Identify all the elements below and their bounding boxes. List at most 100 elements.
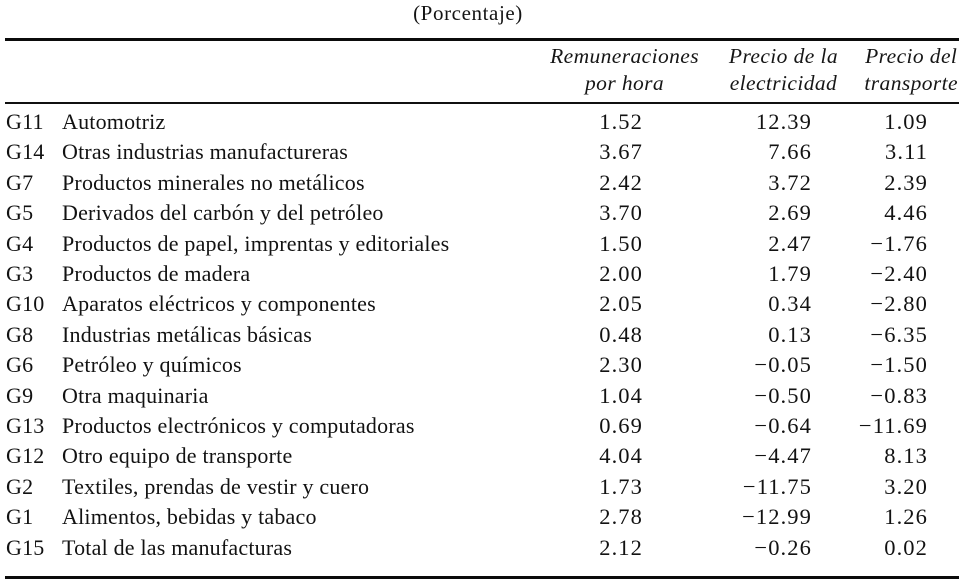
value-remuneraciones: 1.52 [599,109,643,134]
table-subtitle: (Porcentaje) [413,1,523,25]
value-remuneraciones: 0.69 [599,413,643,439]
value-electricidad: −4.47 [754,443,812,469]
table-row: G2 Textiles, prendas de vestir y cuero 1… [5,472,959,502]
row-code: G1 [6,504,34,530]
header-line: Remuneraciones [550,44,699,68]
row-code: G9 [6,382,34,408]
row-name: Otro equipo de transporte [62,443,293,469]
header-line: Precio del [865,44,958,68]
top-rule [5,38,959,41]
table-row: G5 Derivados del carbón y del petróleo 3… [5,198,959,228]
header-line: por hora [585,71,665,95]
value-transporte: 0.02 [884,534,928,560]
row-name: Industrias metálicas básicas [62,321,312,347]
row-name: Productos de madera [62,261,251,287]
header-line: transporte [864,71,958,95]
value-electricidad: 3.72 [768,169,812,195]
row-name: Petróleo y químicos [62,352,242,378]
table-row: G8 Industrias metálicas básicas 0.48 0.1… [5,320,959,350]
value-electricidad: 0.13 [768,321,812,347]
col-header-remuneraciones-por-hora: Remuneraciones por hora [510,41,705,104]
value-remuneraciones: 1.04 [599,382,643,408]
header-row: Remuneraciones por hora Precio de la elect… [5,41,959,104]
row-code: G6 [6,352,34,378]
value-electricidad: 2.69 [768,200,812,226]
value-electricidad: −0.64 [754,413,812,439]
row-name: Productos electrónicos y computadoras [62,413,415,439]
table-row: G6 Petróleo y químicos 2.30 −0.05 −1.50 [5,350,959,380]
row-name: Derivados del carbón y del petróleo [62,200,384,226]
table-subtitle-wrap: (Porcentaje) [0,1,964,26]
table-row: G12 Otro equipo de transporte 4.04 −4.47… [5,441,959,471]
table-row: G4 Productos de papel, imprentas y edito… [5,229,959,259]
table-row: G15 Total de las manufacturas 2.12 −0.26… [5,533,959,563]
row-code: G3 [6,261,34,287]
row-code: G11 [6,109,44,134]
value-transporte: 4.46 [884,200,928,226]
value-electricidad: −0.50 [754,382,812,408]
value-electricidad: 2.47 [768,230,812,256]
value-electricidad: −0.05 [754,352,812,378]
table-row: G1 Alimentos, bebidas y tabaco 2.78 −12.… [5,502,959,532]
row-code: G12 [6,443,45,469]
header-line: electricidad [729,71,838,95]
value-transporte: 1.09 [884,109,928,134]
value-remuneraciones: 2.12 [599,534,643,560]
value-remuneraciones: 3.67 [599,139,643,165]
row-code: G14 [6,139,45,165]
bottom-rule [5,576,959,579]
data-table: Remuneraciones por hora Precio de la elect… [5,41,959,563]
table-row: G3 Productos de madera 2.00 1.79 −2.40 [5,259,959,289]
value-electricidad: −11.75 [742,473,812,499]
value-electricidad: 7.66 [768,139,812,165]
value-remuneraciones: 2.78 [599,504,643,530]
row-code: G15 [6,534,45,560]
table-row: G7 Productos minerales no metálicos 2.42… [5,168,959,198]
value-remuneraciones: 4.04 [599,443,643,469]
value-transporte: 3.20 [884,473,928,499]
value-transporte: −0.83 [870,382,928,408]
value-transporte: 1.26 [884,504,928,530]
value-remuneraciones: 1.73 [599,473,643,499]
row-name: Total de las manufacturas [62,534,293,560]
row-code: G7 [6,169,34,195]
value-electricidad: 1.79 [768,261,812,287]
col-header-precio-transporte: Precio del transporte [840,41,959,104]
value-transporte: −2.40 [870,261,928,287]
value-electricidad: −12.99 [742,504,812,530]
table-row: G10 Aparatos eléctricos y componentes 2.… [5,289,959,319]
row-name: Productos de papel, imprentas y editoria… [62,230,450,256]
value-remuneraciones: 1.50 [599,230,643,256]
value-electricidad: 12.39 [755,109,812,134]
value-remuneraciones: 2.42 [599,169,643,195]
row-name: Productos minerales no metálicos [62,169,365,195]
row-name: Otra maquinaria [62,382,209,408]
row-name: Automotriz [62,109,166,134]
value-transporte: −1.76 [870,230,928,256]
empty-header-code [5,41,62,104]
row-name: Aparatos eléctricos y componentes [62,291,376,317]
empty-header-name [62,41,510,104]
row-code: G4 [6,230,34,256]
row-code: G2 [6,473,34,499]
value-transporte: −2.80 [870,291,928,317]
value-remuneraciones: 3.70 [599,200,643,226]
value-transporte: −11.69 [858,413,928,439]
value-transporte: 8.13 [884,443,928,469]
row-name: Alimentos, bebidas y tabaco [62,504,317,530]
row-name: Textiles, prendas de vestir y cuero [62,473,370,499]
value-electricidad: −0.26 [754,534,812,560]
value-remuneraciones: 2.05 [599,291,643,317]
value-remuneraciones: 2.00 [599,261,643,287]
table-row: G11 Automotriz 1.52 12.39 1.09 [5,103,959,137]
row-name: Otras industrias manufactureras [62,139,348,165]
value-transporte: 3.11 [885,139,928,165]
value-transporte: −1.50 [870,352,928,378]
row-code: G13 [6,413,45,439]
table-body: G11 Automotriz 1.52 12.39 1.09 G14 Otras… [5,103,959,563]
value-transporte: 2.39 [884,169,928,195]
value-remuneraciones: 2.30 [599,352,643,378]
table-header: Remuneraciones por hora Precio de la elect… [5,41,959,104]
value-electricidad: 0.34 [768,291,812,317]
